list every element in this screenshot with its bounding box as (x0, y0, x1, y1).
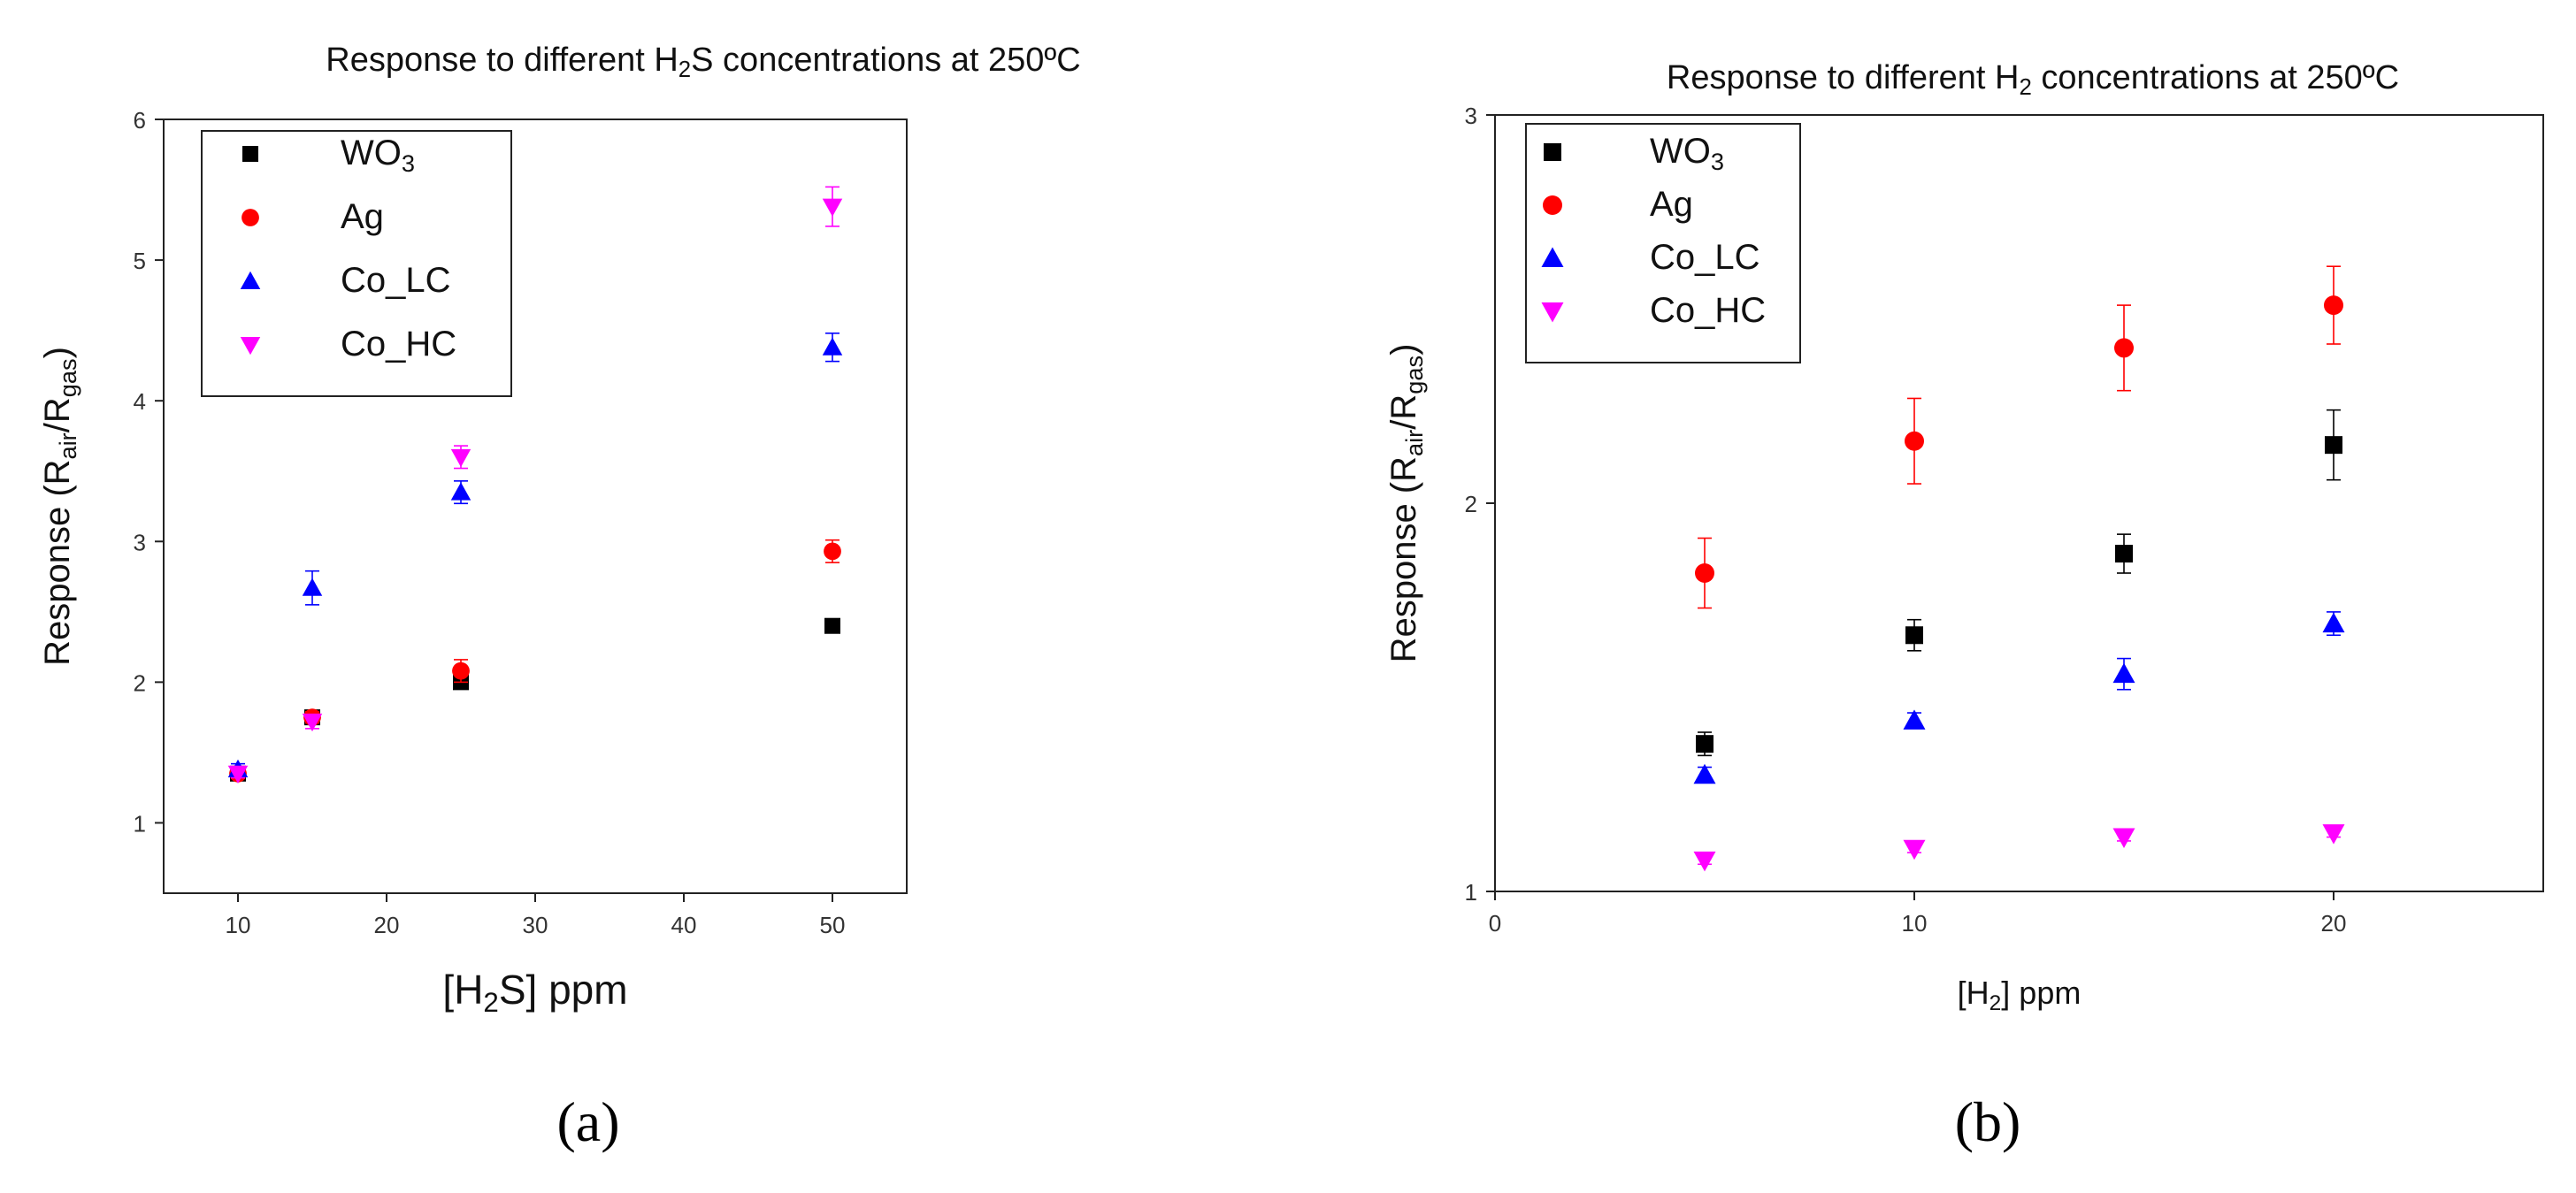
y-tick-label: 2 (134, 669, 146, 696)
y-tick-label: 3 (1465, 103, 1477, 129)
legend-label: Ag (341, 197, 384, 236)
y-tick-label: 6 (134, 107, 146, 134)
x-tick-label: 20 (374, 912, 400, 938)
legend-box (1525, 123, 1801, 363)
x-tick-label: 30 (523, 912, 548, 938)
legend-marker (1541, 302, 1564, 323)
y-tick-label: 3 (134, 529, 146, 555)
legend-label: Co_HC (1650, 291, 1766, 330)
data-point (452, 662, 470, 680)
data-point (822, 337, 843, 356)
legend-marker (1544, 143, 1561, 161)
data-point (1696, 735, 1714, 753)
legend-label: Ag (1650, 185, 1693, 224)
data-point (824, 542, 841, 561)
x-axis-label: [H2] ppm (1958, 975, 2082, 1015)
legend-label: Co_LC (341, 261, 451, 300)
data-point (2324, 295, 2343, 316)
legend-marker (242, 146, 258, 162)
y-tick-label: 1 (134, 810, 146, 837)
legend-box (201, 130, 512, 397)
data-point (2112, 662, 2135, 684)
panel-label-b: (b) (1955, 1090, 2021, 1153)
chart-title: Response to different H2 concentrations … (1667, 59, 2399, 100)
x-axis-label: [H2S] ppm (442, 967, 627, 1018)
y-tick-label: 5 (134, 248, 146, 274)
x-tick-label: 10 (1902, 910, 1928, 937)
data-point (1693, 851, 1716, 872)
data-point (302, 713, 323, 732)
data-point (1903, 839, 1926, 860)
data-point (824, 617, 840, 634)
y-tick-label: 2 (1465, 491, 1477, 517)
chart-b: Response to different H2 concentrations … (1384, 59, 2544, 1015)
data-point (302, 577, 323, 596)
legend-marker (1541, 247, 1564, 267)
chart-a: Response to different H2S concentrations… (38, 42, 1081, 1018)
data-point (450, 482, 472, 501)
y-axis-label: Response (Rair/Rgas) (38, 347, 81, 666)
data-point (822, 198, 843, 217)
legend-marker (242, 209, 259, 226)
data-point (1905, 431, 1924, 451)
legend-marker (1543, 195, 1562, 215)
legend-marker (240, 337, 261, 356)
x-tick-label: 20 (2321, 910, 2347, 937)
data-point (2112, 828, 2135, 849)
x-tick-label: 40 (671, 912, 697, 938)
legend-label: Co_HC (341, 325, 456, 363)
data-point (1693, 763, 1716, 784)
x-tick-label: 10 (226, 912, 251, 938)
data-point (2115, 545, 2133, 563)
data-point (1905, 626, 1923, 645)
data-point (1903, 709, 1926, 730)
data-point (1695, 563, 1714, 584)
legend-label: WO3 (341, 134, 415, 177)
x-tick-label: 50 (820, 912, 846, 938)
data-point (2322, 824, 2345, 845)
panel-label-a: (a) (556, 1090, 619, 1153)
y-tick-label: 4 (134, 388, 146, 415)
legend-label: WO3 (1650, 132, 1724, 175)
chart-title: Response to different H2S concentrations… (326, 42, 1081, 82)
y-axis-label: Response (Rair/Rgas) (1384, 344, 1428, 663)
data-point (2325, 436, 2342, 455)
legend-marker (240, 271, 261, 289)
data-point (2322, 612, 2345, 633)
data-point (450, 448, 472, 468)
data-point (2114, 338, 2134, 358)
x-tick-label: 0 (1489, 910, 1501, 937)
y-tick-label: 1 (1465, 879, 1477, 906)
legend-label: Co_LC (1650, 238, 1760, 277)
data-point (227, 765, 249, 784)
